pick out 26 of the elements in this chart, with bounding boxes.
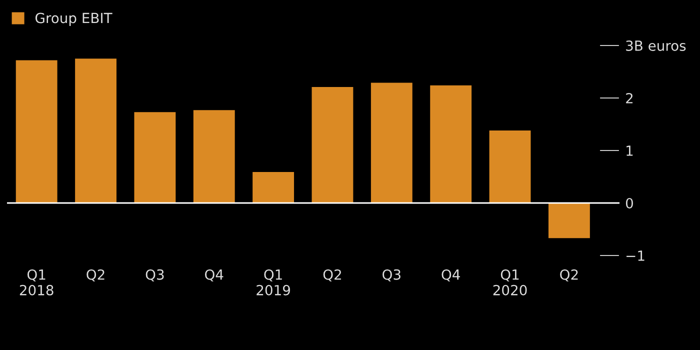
bar bbox=[548, 203, 590, 238]
x-tick-label: Q1 2020 bbox=[493, 269, 527, 296]
x-tick-label: Q1 2018 bbox=[20, 269, 54, 296]
x-tick-label: Q3 bbox=[382, 269, 400, 282]
bar bbox=[193, 110, 235, 203]
bar bbox=[489, 130, 531, 203]
y-tick-label: 2 bbox=[626, 92, 632, 104]
x-tick-label: Q3 bbox=[146, 269, 164, 282]
legend-label: Group EBIT bbox=[36, 12, 112, 26]
bar bbox=[252, 172, 294, 203]
y-tick-label: 0 bbox=[626, 198, 633, 208]
x-tick-label: Q2 bbox=[86, 269, 104, 282]
y-tick-label: 3B euros bbox=[626, 40, 686, 51]
x-tick-label: Q2 bbox=[560, 269, 578, 282]
bar bbox=[370, 82, 412, 203]
bar bbox=[16, 60, 58, 203]
x-tick-label: Q2 bbox=[323, 269, 341, 282]
bar bbox=[430, 85, 472, 203]
bar bbox=[134, 112, 176, 203]
x-tick-label: Q1 2019 bbox=[256, 269, 290, 296]
y-tick-label: 1 bbox=[626, 146, 633, 156]
x-tick-label: Q4 bbox=[205, 269, 224, 282]
bar bbox=[75, 58, 116, 203]
bar bbox=[312, 86, 354, 203]
y-tick-label: −1 bbox=[626, 250, 644, 261]
x-tick-label: Q4 bbox=[442, 269, 460, 282]
